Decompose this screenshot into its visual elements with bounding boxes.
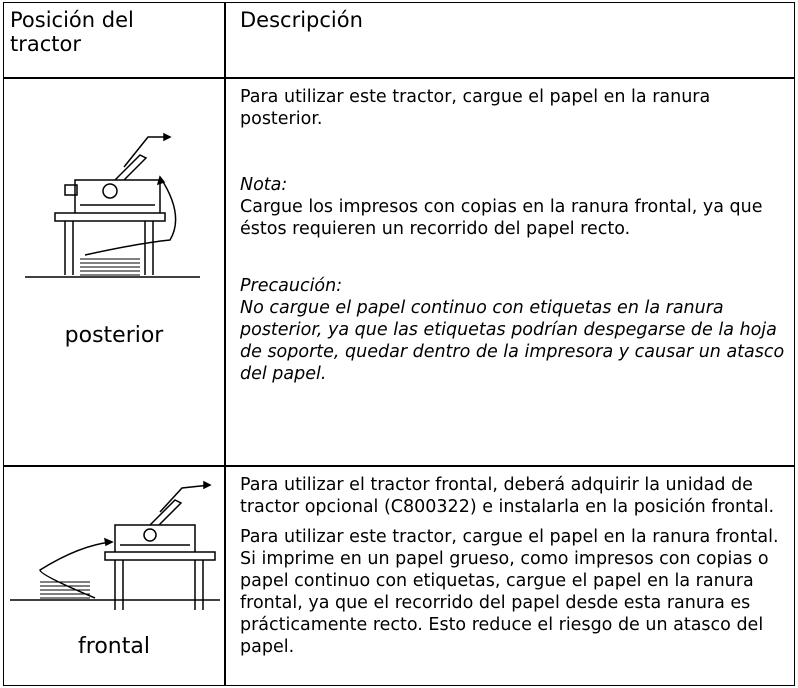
row-description: Para utilizar el tractor frontal, deberá…: [240, 474, 785, 658]
note-label: Nota:: [240, 175, 288, 195]
position-label: frontal: [78, 634, 150, 659]
cell: [224, 465, 795, 686]
paragraph: Para utilizar el tractor frontal, deberá…: [240, 475, 775, 517]
note: Cargue los impresos con copias en la ran…: [240, 197, 763, 239]
paragraph: Para utilizar este tractor, cargue el pa…: [240, 87, 711, 129]
cell: [3, 465, 226, 686]
cell: [3, 77, 226, 467]
caution-label: Precaución:: [240, 276, 343, 296]
printer-illustration: [25, 132, 200, 278]
row-description: Para utilizar este tractor, cargue el pa…: [240, 86, 785, 385]
header-text: Posición del tractor: [10, 8, 134, 56]
paragraph: Para utilizar este tractor, cargue el pa…: [240, 527, 779, 657]
position-label: posterior: [64, 323, 164, 348]
header-cell: [224, 2, 795, 79]
header-cell: [3, 2, 226, 79]
cell: [224, 77, 795, 467]
header-text: Descripción: [240, 8, 363, 32]
caution: No cargue el papel continuo con etiqueta…: [240, 298, 785, 384]
printer-illustration: [10, 480, 220, 610]
